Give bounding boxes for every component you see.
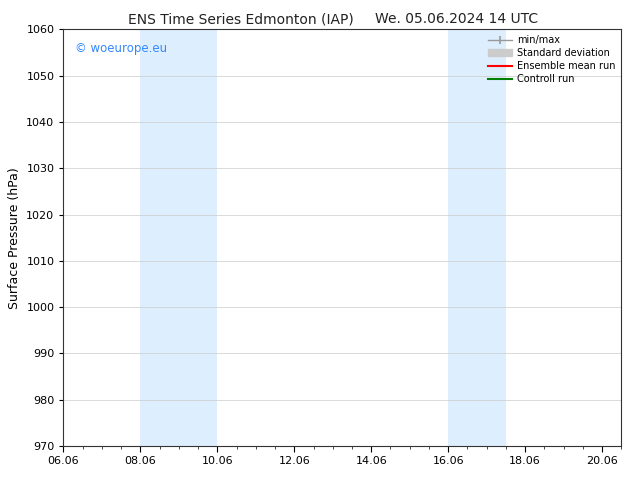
Bar [448,29,506,446]
Legend: min/max, Standard deviation, Ensemble mean run, Controll run: min/max, Standard deviation, Ensemble me… [484,31,619,88]
Y-axis label: Surface Pressure (hPa): Surface Pressure (hPa) [8,167,21,309]
Text: ENS Time Series Edmonton (IAP): ENS Time Series Edmonton (IAP) [128,12,354,26]
Bar [140,29,217,446]
Text: We. 05.06.2024 14 UTC: We. 05.06.2024 14 UTC [375,12,538,26]
Text: © woeurope.eu: © woeurope.eu [75,42,167,55]
